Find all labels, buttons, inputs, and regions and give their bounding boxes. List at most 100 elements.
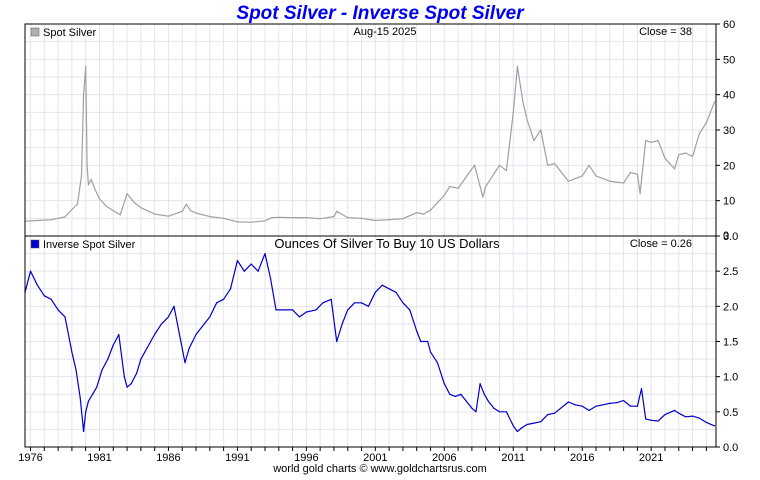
top-data-point <box>533 140 535 142</box>
bottom-data-point <box>136 372 138 374</box>
top-data-point <box>126 193 128 195</box>
top-data-point <box>292 217 294 219</box>
top-data-point <box>629 171 632 173</box>
bottom-data-point <box>471 407 473 409</box>
bottom-data-point <box>292 309 294 311</box>
bottom-data-point <box>118 333 120 336</box>
bottom-data-point <box>650 419 652 421</box>
bottom-data-point <box>195 333 197 336</box>
bottom-data-point <box>341 323 343 325</box>
x-axis: 1976 1981 1986 1991 1996 2001 2006 2011 2016 2021 <box>18 447 707 464</box>
bottom-ytick-label: 0.5 <box>723 407 738 419</box>
bottom-data-point <box>420 340 422 343</box>
top-data-point <box>181 210 183 212</box>
top-data-point <box>698 132 701 135</box>
top-data-point <box>443 194 445 196</box>
bottom-data-point <box>698 417 701 419</box>
bottom-data-point <box>216 302 218 304</box>
bottom-data-point <box>101 369 103 371</box>
bottom-data-point <box>347 309 349 311</box>
bottom-data-point <box>602 404 604 406</box>
bottom-data-point <box>533 422 535 424</box>
top-panel: 0 10 20 30 40 50 60 Spot Silver Close = 38 Aug-15… <box>24 19 735 242</box>
bottom-data-point <box>250 263 252 265</box>
top-data-point <box>498 164 501 166</box>
bottom-data-point <box>714 425 716 427</box>
top-data-point <box>522 101 524 103</box>
top-data-point <box>236 221 238 223</box>
bottom-legend-label: Inverse Spot Silver <box>43 239 136 251</box>
bottom-data-point <box>454 395 456 397</box>
top-ytick-label: 0 <box>723 230 729 242</box>
bottom-data-point <box>540 421 542 423</box>
xtick-label: 2006 <box>432 452 456 464</box>
bottom-data-point <box>57 309 59 311</box>
bottom-data-point <box>512 425 514 427</box>
xtick-label: 2021 <box>639 452 663 464</box>
top-data-point <box>714 101 716 103</box>
top-data-point <box>86 164 88 166</box>
top-data-point <box>685 152 687 154</box>
bottom-data-point <box>678 412 680 414</box>
bottom-data-point <box>275 309 277 311</box>
bottom-data-point <box>498 411 501 413</box>
bottom-data-point <box>645 418 647 420</box>
bottom-data-point <box>236 260 238 262</box>
bottom-data-point <box>595 405 597 407</box>
top-data-point <box>512 111 514 113</box>
top-data-point <box>457 187 459 189</box>
top-data-point <box>547 164 549 166</box>
xtick-label: 1986 <box>156 452 180 464</box>
top-data-point <box>50 219 52 221</box>
bottom-data-point <box>427 340 429 343</box>
bottom-data-point <box>112 344 114 346</box>
bottom-data-point <box>685 416 687 418</box>
bottom-data-point <box>209 316 211 318</box>
top-data-point <box>195 212 197 214</box>
top-data-point <box>505 170 507 172</box>
bottom-data-point <box>367 305 369 307</box>
bottom-data-point <box>409 309 411 311</box>
top-data-point <box>189 210 192 212</box>
bottom-data-point <box>505 411 507 413</box>
top-ytick-label: 60 <box>723 19 735 31</box>
top-data-point <box>482 196 484 198</box>
top-data-point <box>474 164 476 166</box>
bottom-data-point <box>130 383 132 385</box>
bottom-panel-title: Ounces Of Silver To Buy 10 US Dollars <box>274 236 500 251</box>
bottom-data-point <box>395 291 397 293</box>
bottom-data-point <box>567 401 570 403</box>
top-data-point <box>185 203 187 205</box>
bottom-data-point <box>257 270 259 272</box>
top-ytick-label: 50 <box>723 54 735 66</box>
top-data-point <box>112 210 114 212</box>
top-data-point <box>336 210 338 212</box>
bottom-data-point <box>305 311 307 313</box>
top-data-point <box>650 141 652 143</box>
footer-credit: world gold charts © www.goldchartsrus.co… <box>272 463 487 475</box>
bottom-data-point <box>674 409 676 411</box>
bottom-data-point <box>581 405 583 407</box>
top-data-point <box>90 178 92 181</box>
bottom-data-point <box>636 405 639 407</box>
top-data-point <box>98 198 101 200</box>
bottom-data-point <box>92 393 94 395</box>
bottom-data-point <box>43 295 45 297</box>
bottom-data-point <box>388 288 390 290</box>
top-data-point <box>540 129 542 131</box>
bottom-data-point <box>516 430 519 433</box>
bottom-data-point <box>475 411 477 413</box>
bottom-legend-swatch <box>30 239 40 249</box>
bottom-close-label: Close = 0.26 <box>630 238 692 250</box>
top-ytick-label: 10 <box>723 196 735 208</box>
xtick-label: 1991 <box>225 452 249 464</box>
top-data-point <box>133 201 135 203</box>
bottom-ytick-label: 2.5 <box>723 266 738 278</box>
bottom-data-point <box>554 412 556 414</box>
bottom-data-point <box>280 309 283 311</box>
top-ytick-label: 30 <box>723 125 735 137</box>
chart-title: Spot Silver - Inverse Spot Silver <box>236 3 525 24</box>
bottom-data-point <box>315 309 317 311</box>
bottom-ytick-label: 0.0 <box>723 442 738 454</box>
